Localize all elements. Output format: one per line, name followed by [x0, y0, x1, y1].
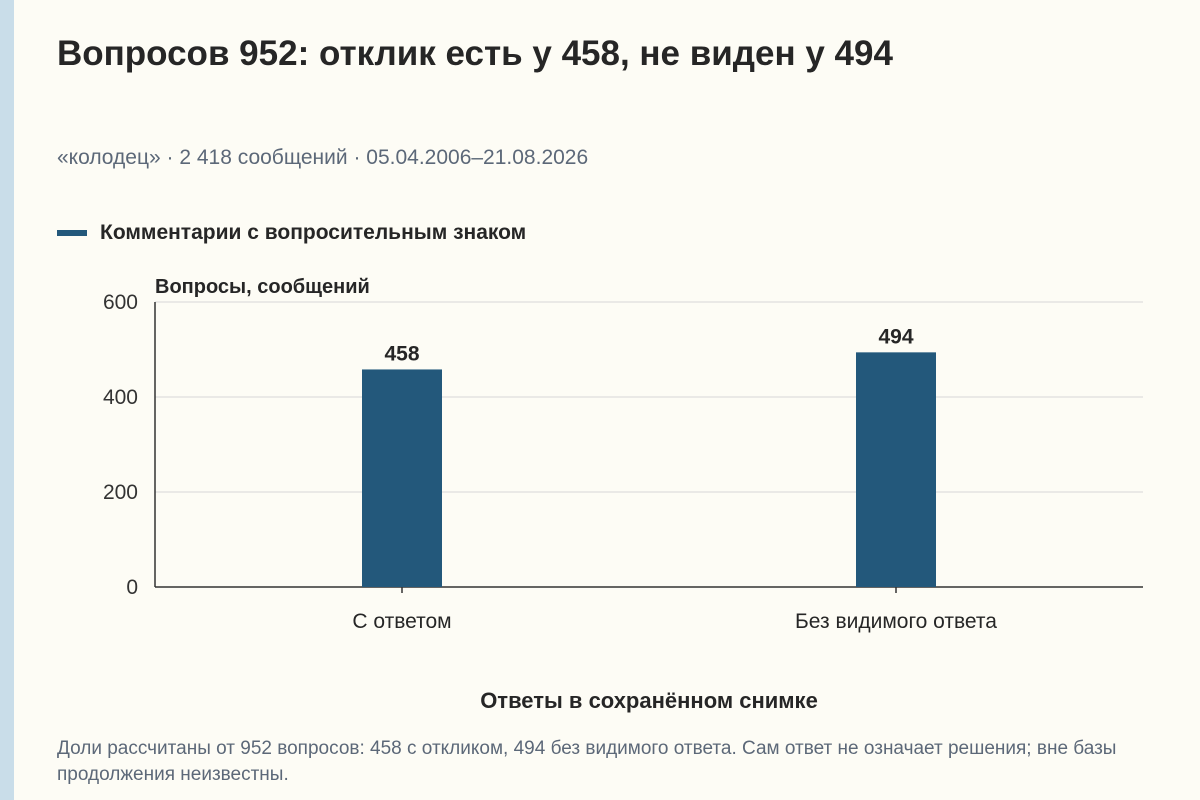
footnote: Доли рассчитаны от 952 вопросов: 458 с о…: [57, 738, 1117, 785]
y-tick-label: 400: [103, 386, 138, 409]
data-label: 494: [878, 325, 913, 348]
y-tick-label: 200: [103, 481, 138, 504]
x-axis-title: Ответы в сохранённом снимке: [480, 688, 818, 713]
legend-swatch: [57, 230, 87, 236]
chart-subtitle: «колодец» · 2 418 сообщений · 05.04.2006…: [57, 146, 589, 169]
left-accent-strip: [0, 0, 14, 800]
y-tick-labels: 0 200 400 600: [103, 291, 138, 599]
x-tick-label: Без видимого ответа: [795, 610, 997, 633]
x-tick-label: С ответом: [352, 610, 451, 633]
legend: Комментарии с вопросительным знаком: [57, 218, 526, 248]
legend-label: Комментарии с вопросительным знаком: [100, 221, 527, 244]
axes: [154, 302, 1143, 588]
chart-title: Вопросов 952: отклик есть у 458, не виде…: [57, 34, 893, 73]
bars: [362, 352, 936, 587]
bar: [856, 352, 936, 587]
bar: [362, 369, 442, 587]
y-axis-title: Вопросы, сообщений: [155, 276, 370, 298]
y-tick-label: 600: [103, 291, 138, 314]
x-tick-labels: С ответом Без видимого ответа: [352, 587, 997, 633]
data-labels: 458 494: [384, 325, 913, 365]
y-tick-label: 0: [126, 576, 138, 599]
data-label: 458: [384, 342, 419, 365]
gridlines: [155, 301, 1143, 493]
